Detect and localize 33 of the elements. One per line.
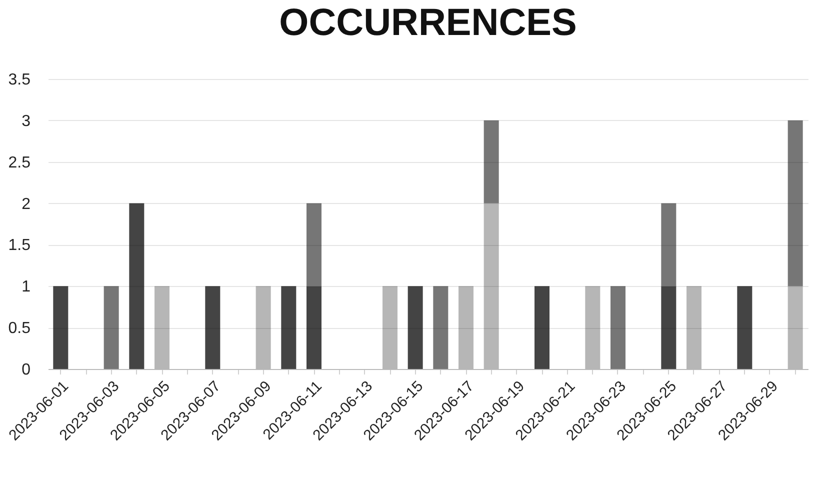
bar bbox=[484, 120, 499, 204]
bar bbox=[433, 286, 448, 369]
bar bbox=[458, 286, 474, 369]
bar bbox=[382, 286, 398, 369]
bar bbox=[129, 203, 144, 369]
bar bbox=[686, 286, 702, 369]
bar bbox=[661, 286, 676, 369]
y-tick-label: 3 bbox=[22, 112, 31, 130]
bar bbox=[104, 286, 119, 369]
bar bbox=[610, 286, 626, 369]
y-tick-label: 2 bbox=[22, 196, 31, 213]
bar bbox=[661, 203, 676, 286]
y-tick-label: 0 bbox=[22, 362, 31, 378]
bar bbox=[306, 203, 322, 286]
bar bbox=[281, 286, 296, 369]
bar bbox=[53, 286, 68, 369]
y-tick-label: 1.5 bbox=[8, 237, 31, 254]
bar bbox=[484, 203, 499, 369]
y-tick-label: 0.5 bbox=[8, 320, 31, 338]
bar bbox=[788, 120, 803, 286]
bar bbox=[306, 286, 322, 369]
y-tick-label: 1 bbox=[22, 278, 31, 296]
y-tick-label: 3.5 bbox=[8, 72, 31, 88]
bar bbox=[408, 286, 423, 369]
bar bbox=[205, 286, 220, 369]
bar bbox=[256, 286, 271, 369]
bar bbox=[154, 286, 170, 369]
bar bbox=[737, 286, 752, 369]
chart-title: OCCURRENCES bbox=[279, 2, 577, 44]
y-tick-label: 2.5 bbox=[8, 154, 31, 172]
bar bbox=[788, 286, 803, 369]
bar bbox=[534, 286, 550, 369]
bar bbox=[585, 286, 600, 369]
